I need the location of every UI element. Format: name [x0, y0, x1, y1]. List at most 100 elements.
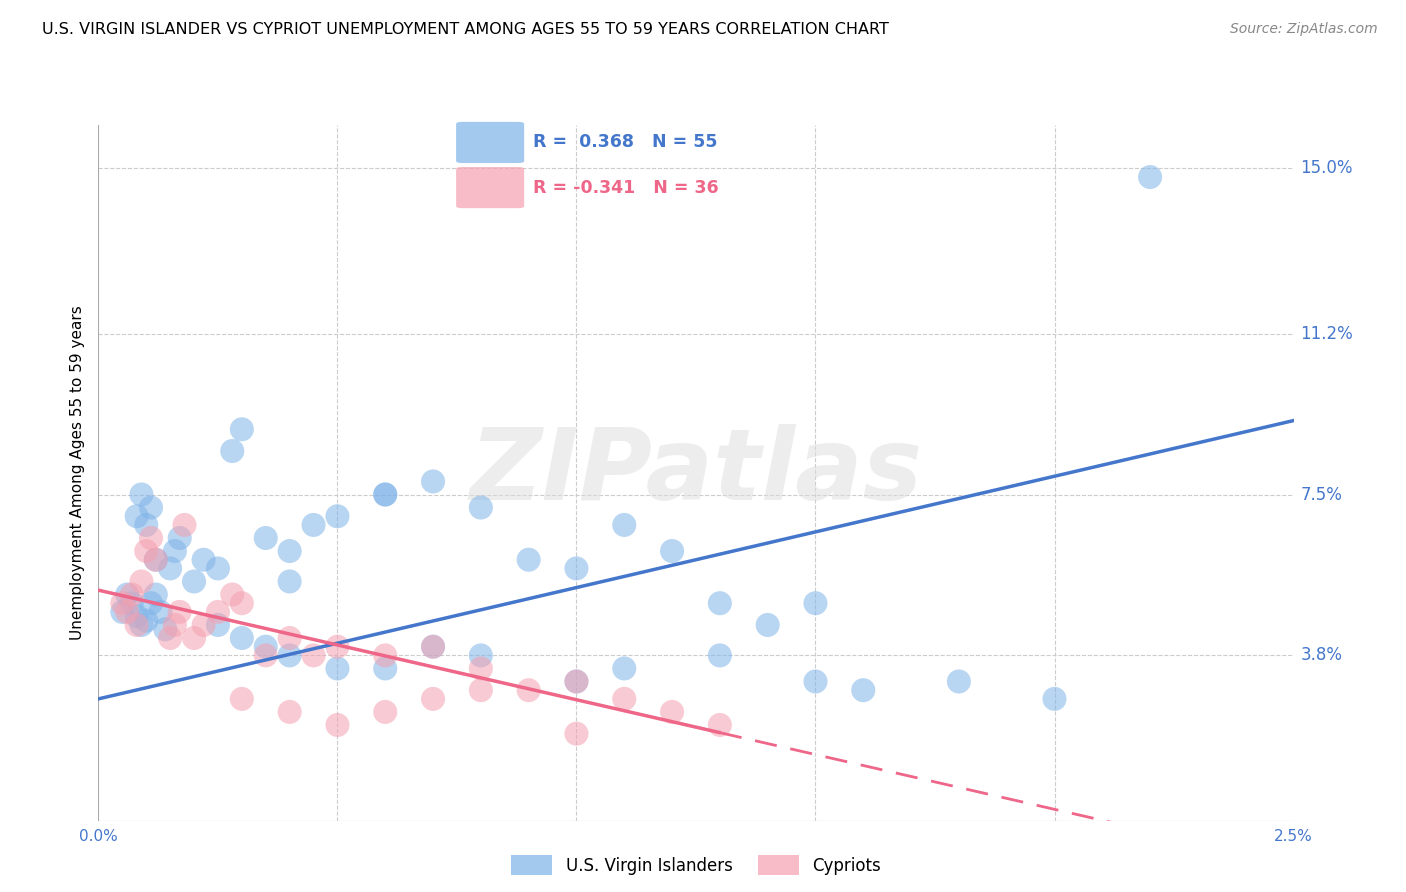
- Point: [302, 517, 325, 532]
- Point: [125, 509, 148, 524]
- Point: [326, 509, 349, 524]
- Point: [111, 596, 134, 610]
- Point: [709, 648, 731, 663]
- Point: [159, 561, 181, 575]
- Point: [193, 552, 215, 567]
- Point: [135, 614, 157, 628]
- Point: [173, 517, 195, 532]
- Point: [139, 596, 162, 610]
- Point: [131, 618, 153, 632]
- Point: [149, 605, 172, 619]
- Point: [852, 683, 875, 698]
- Point: [155, 623, 177, 637]
- Point: [115, 588, 138, 602]
- Point: [221, 588, 243, 602]
- Point: [121, 588, 143, 602]
- Point: [163, 544, 186, 558]
- Point: [1139, 169, 1161, 185]
- Point: [613, 692, 636, 706]
- Text: U.S. VIRGIN ISLANDER VS CYPRIOT UNEMPLOYMENT AMONG AGES 55 TO 59 YEARS CORRELATI: U.S. VIRGIN ISLANDER VS CYPRIOT UNEMPLOY…: [42, 22, 889, 37]
- Point: [159, 631, 181, 645]
- Point: [470, 683, 492, 698]
- Text: R =  0.368   N = 55: R = 0.368 N = 55: [533, 134, 718, 152]
- Point: [517, 552, 540, 567]
- Point: [254, 640, 277, 654]
- Text: 0.0%: 0.0%: [79, 829, 118, 844]
- Point: [183, 574, 205, 589]
- Point: [125, 609, 148, 624]
- Point: [470, 500, 492, 515]
- Point: [374, 487, 396, 501]
- Text: R = -0.341   N = 36: R = -0.341 N = 36: [533, 178, 718, 196]
- Point: [422, 640, 444, 654]
- Point: [709, 718, 731, 732]
- Point: [125, 618, 148, 632]
- FancyBboxPatch shape: [456, 122, 524, 163]
- Point: [565, 674, 588, 689]
- Point: [278, 631, 301, 645]
- Point: [139, 531, 162, 545]
- Point: [139, 500, 162, 515]
- Point: [470, 648, 492, 663]
- Point: [422, 475, 444, 489]
- Text: Source: ZipAtlas.com: Source: ZipAtlas.com: [1230, 22, 1378, 37]
- Point: [278, 574, 301, 589]
- Point: [145, 552, 167, 567]
- Point: [422, 640, 444, 654]
- Point: [221, 444, 243, 458]
- Text: 11.2%: 11.2%: [1301, 325, 1354, 343]
- Point: [613, 517, 636, 532]
- Point: [565, 674, 588, 689]
- Point: [470, 661, 492, 675]
- Text: ZIPatlas: ZIPatlas: [470, 425, 922, 521]
- Point: [1043, 692, 1066, 706]
- Point: [948, 674, 970, 689]
- Point: [278, 705, 301, 719]
- Point: [661, 544, 683, 558]
- Point: [661, 705, 683, 719]
- Point: [804, 674, 827, 689]
- Point: [374, 648, 396, 663]
- Point: [135, 517, 157, 532]
- Point: [207, 561, 229, 575]
- Point: [131, 487, 153, 501]
- Point: [231, 596, 253, 610]
- Point: [804, 596, 827, 610]
- Point: [302, 648, 325, 663]
- Point: [613, 661, 636, 675]
- Point: [121, 596, 143, 610]
- Point: [207, 618, 229, 632]
- Point: [163, 618, 186, 632]
- Point: [169, 605, 191, 619]
- Point: [231, 422, 253, 436]
- Text: 2.5%: 2.5%: [1274, 829, 1313, 844]
- Point: [135, 544, 157, 558]
- Point: [278, 544, 301, 558]
- Point: [326, 661, 349, 675]
- Point: [326, 718, 349, 732]
- Point: [374, 661, 396, 675]
- Y-axis label: Unemployment Among Ages 55 to 59 years: Unemployment Among Ages 55 to 59 years: [69, 305, 84, 640]
- Point: [231, 692, 253, 706]
- Legend: U.S. Virgin Islanders, Cypriots: U.S. Virgin Islanders, Cypriots: [503, 848, 889, 882]
- Point: [115, 605, 138, 619]
- Point: [111, 605, 134, 619]
- Text: 3.8%: 3.8%: [1301, 647, 1343, 665]
- Point: [231, 631, 253, 645]
- Point: [207, 605, 229, 619]
- Point: [193, 618, 215, 632]
- Point: [169, 531, 191, 545]
- Point: [422, 692, 444, 706]
- Point: [517, 683, 540, 698]
- Point: [254, 531, 277, 545]
- Point: [374, 705, 396, 719]
- Point: [254, 648, 277, 663]
- Point: [326, 640, 349, 654]
- FancyBboxPatch shape: [456, 167, 524, 208]
- Point: [183, 631, 205, 645]
- Point: [565, 561, 588, 575]
- Text: 15.0%: 15.0%: [1301, 160, 1353, 178]
- Point: [131, 574, 153, 589]
- Point: [278, 648, 301, 663]
- Point: [145, 588, 167, 602]
